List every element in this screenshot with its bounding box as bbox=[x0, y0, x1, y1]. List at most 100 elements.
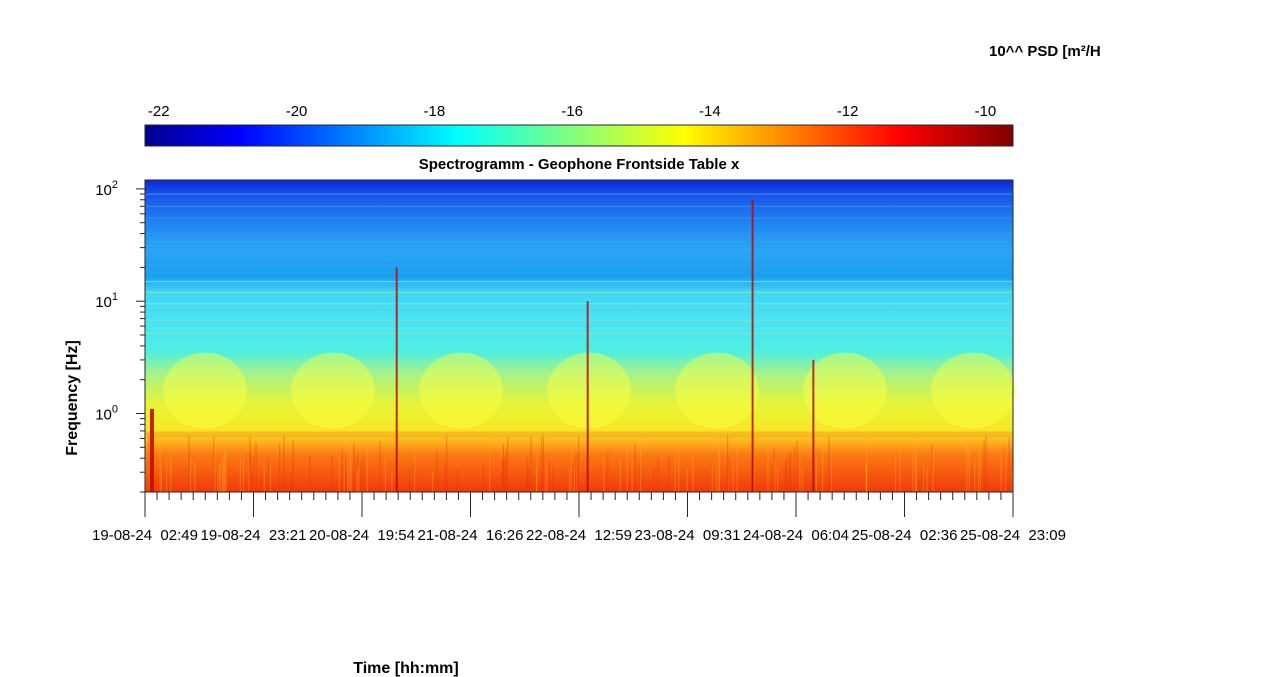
noise-streak bbox=[570, 449, 572, 492]
noise-streak bbox=[145, 452, 147, 492]
noise-streak bbox=[189, 457, 192, 492]
noise-streak bbox=[341, 449, 343, 492]
noise-streak bbox=[966, 439, 968, 492]
noise-streak bbox=[356, 454, 358, 492]
noise-streak bbox=[544, 451, 546, 492]
noise-streak bbox=[912, 453, 914, 492]
noise-streak bbox=[692, 457, 694, 492]
colorbar-tick-label: -20 bbox=[286, 103, 308, 120]
noise-streak bbox=[728, 460, 730, 492]
noise-streak bbox=[727, 433, 729, 492]
noise-streak bbox=[866, 438, 868, 492]
noise-streak bbox=[292, 440, 294, 492]
noise-streak bbox=[828, 435, 830, 492]
noise-streak bbox=[436, 449, 438, 492]
diurnal-lobe bbox=[931, 352, 1015, 429]
noise-streak bbox=[384, 457, 386, 492]
noise-streak bbox=[225, 452, 227, 492]
noise-streak bbox=[607, 450, 609, 492]
noise-streak bbox=[968, 448, 970, 492]
noise-streak bbox=[668, 455, 670, 492]
noise-streak bbox=[865, 464, 867, 492]
spectral-line bbox=[145, 205, 1013, 208]
y-tick-base: 10 bbox=[95, 407, 112, 424]
noise-streak bbox=[502, 444, 505, 492]
noise-streak bbox=[242, 458, 245, 492]
noise-streak bbox=[379, 441, 381, 492]
noise-streak bbox=[353, 443, 355, 492]
noise-streak bbox=[718, 452, 720, 492]
noise-streak bbox=[572, 462, 574, 492]
noise-streak bbox=[283, 435, 285, 492]
noise-streak bbox=[444, 462, 446, 492]
noise-streak bbox=[776, 467, 779, 492]
noise-streak bbox=[535, 468, 538, 492]
noise-streak bbox=[431, 470, 434, 492]
noise-streak bbox=[219, 463, 221, 492]
noise-streak bbox=[331, 456, 333, 492]
noise-streak bbox=[657, 458, 659, 492]
noise-streak bbox=[223, 451, 225, 492]
noise-streak bbox=[503, 459, 505, 492]
y-tick-exponent: 0 bbox=[112, 404, 118, 416]
noise-streak bbox=[774, 459, 776, 492]
y-tick-exponent: 2 bbox=[112, 179, 118, 191]
x-axis: 19-08-24 02:49 19-08-24 23:21 20-08-24 19:… bbox=[92, 491, 1066, 544]
y-tick-label: 100 bbox=[95, 404, 118, 424]
noise-streak bbox=[269, 466, 272, 492]
spectral-line bbox=[145, 280, 1013, 283]
spectral-line bbox=[145, 303, 1013, 305]
noise-streak bbox=[252, 456, 254, 492]
noise-streak bbox=[985, 434, 987, 492]
colorbar-tick-label: -18 bbox=[423, 103, 445, 120]
noise-streak bbox=[360, 462, 362, 492]
colorbar-ticks: -22 -20 -18 -16 -14 -12 -10 bbox=[148, 103, 996, 130]
noise-streak bbox=[796, 440, 798, 492]
noise-streak bbox=[343, 459, 345, 492]
noise-streak bbox=[408, 470, 411, 492]
noise-streak bbox=[214, 434, 216, 492]
colorbar-tick-label: -22 bbox=[148, 103, 170, 120]
x-tick-label: 21-08-24 16:26 bbox=[418, 527, 524, 544]
x-tick-label: 25-08-24 23:09 bbox=[960, 527, 1066, 544]
diurnal-lobe bbox=[419, 352, 503, 429]
noise-streak bbox=[194, 461, 196, 492]
chart-title: Spectrogramm - Geophone Frontside Table … bbox=[419, 156, 740, 173]
noise-streak bbox=[267, 456, 270, 492]
noise-streak bbox=[544, 437, 546, 492]
noise-streak bbox=[505, 452, 508, 492]
x-tick-label: 19-08-24 23:21 bbox=[201, 527, 307, 544]
diurnal-lobe bbox=[803, 352, 887, 429]
noise-streak bbox=[715, 468, 717, 492]
spectral-line bbox=[145, 193, 1013, 195]
noise-streak bbox=[362, 455, 364, 492]
noise-streak bbox=[736, 443, 738, 492]
noise-streak bbox=[218, 465, 221, 492]
noise-streak bbox=[1008, 438, 1010, 492]
noise-streak bbox=[674, 456, 676, 492]
x-tick-label: 23-08-24 09:31 bbox=[635, 527, 741, 544]
noise-streak bbox=[349, 445, 351, 492]
x-tick-label: 25-08-24 02:36 bbox=[852, 527, 958, 544]
noise-streak bbox=[894, 454, 897, 492]
noise-streak bbox=[979, 447, 981, 492]
y-tick-exponent: 1 bbox=[112, 291, 118, 303]
noise-streak bbox=[170, 450, 172, 492]
noise-streak bbox=[501, 460, 503, 492]
noise-streak bbox=[148, 447, 150, 492]
noise-streak bbox=[573, 469, 576, 492]
noise-streak bbox=[786, 458, 788, 492]
noise-streak bbox=[575, 455, 578, 492]
noise-streak bbox=[391, 471, 393, 492]
noise-streak bbox=[926, 467, 928, 492]
noise-streak bbox=[188, 434, 190, 492]
transient-event bbox=[150, 408, 154, 492]
noise-streak bbox=[830, 443, 833, 492]
noise-streak bbox=[634, 443, 636, 492]
spectral-line bbox=[145, 291, 1013, 294]
noise-streak bbox=[767, 446, 769, 492]
noise-streak bbox=[977, 451, 980, 492]
noise-streak bbox=[159, 440, 161, 492]
noise-streak bbox=[542, 433, 545, 492]
noise-streak bbox=[568, 469, 571, 492]
